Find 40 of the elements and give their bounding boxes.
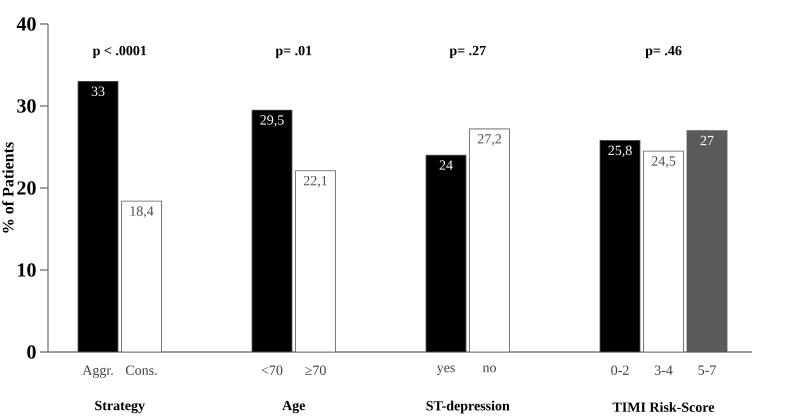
data-label: 24,5 [652, 156, 676, 168]
bar [600, 140, 640, 352]
x-tick-label: <70 [262, 366, 282, 375]
bar [295, 170, 336, 352]
data-label: 18,4 [130, 206, 154, 218]
annotation: p= .01 [276, 46, 312, 58]
text: Age [282, 400, 306, 414]
x-tick-label: yes [436, 366, 455, 376]
x-tick-label: 3-4 [654, 366, 673, 375]
data-label: 27 [700, 136, 714, 146]
data-label: 29,5 [260, 115, 284, 127]
data-label: 25,8 [608, 146, 632, 158]
y-tick-label: 10 [18, 263, 36, 277]
bar [78, 81, 118, 352]
y-tick-label: 20 [17, 181, 36, 195]
bar [121, 200, 162, 352]
y-tick-label: 30 [17, 99, 36, 113]
bar [643, 150, 684, 352]
bar [252, 110, 292, 352]
annotation: p= .27 [450, 46, 486, 58]
x-tick-label: 5-7 [698, 366, 716, 375]
y-axis-title: % of Patients [2, 142, 14, 233]
bar [469, 128, 510, 352]
annotation: p= .46 [645, 46, 682, 58]
text: TIMI Risk-Score [612, 402, 714, 412]
bar [426, 154, 466, 352]
annotation: p < .0001 [92, 46, 146, 58]
x-tick-label: no [482, 366, 496, 372]
y-tick-label: 0 [27, 345, 36, 359]
y-tick-label: 40 [16, 17, 36, 31]
x-tick-label: 0-2 [611, 366, 629, 375]
data-label: 22,1 [304, 176, 327, 188]
x-tick-label: Cons. [126, 366, 157, 376]
text: Strategy [95, 400, 145, 414]
x-tick-label: Aggr. [82, 366, 113, 378]
text: ST-depression [426, 400, 510, 414]
x-tick-label: ≥70 [305, 366, 326, 375]
data-label: 24 [440, 160, 453, 170]
data-label: 33 [92, 86, 104, 96]
data-label: 27,2 [478, 134, 501, 146]
